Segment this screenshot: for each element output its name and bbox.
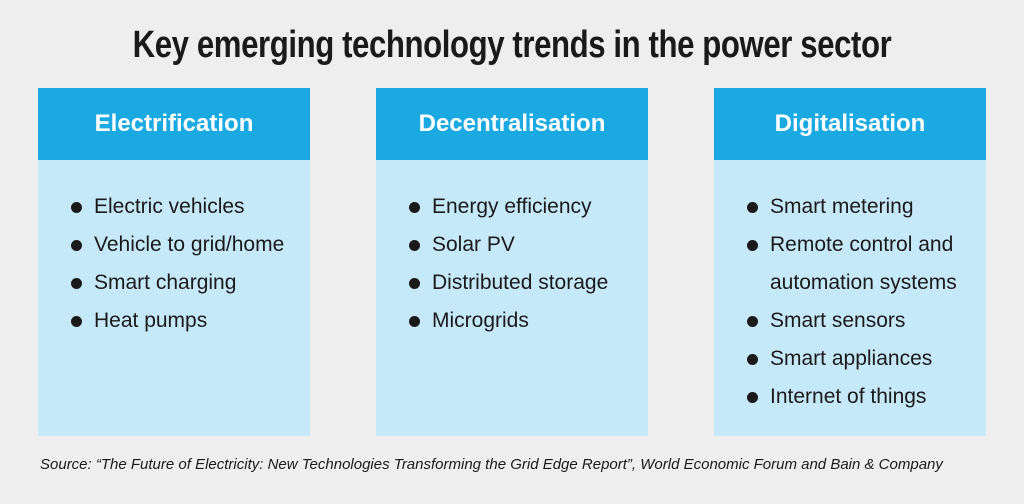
column-heading: Decentralisation	[376, 88, 648, 160]
column: Electrification Electric vehicles Vehicle …	[38, 88, 310, 436]
list-item: Vehicle to grid/home	[71, 226, 290, 264]
source: Source: “The Future of Electricity: New …	[40, 456, 943, 473]
item-list: Energy efficiency Solar PV Distributed sto…	[376, 160, 648, 340]
title: Key emerging technology trends in the po…	[132, 24, 892, 66]
item-list: Smart metering Remote control and automat…	[714, 160, 986, 416]
column-heading: Electrification	[38, 88, 310, 160]
list-item: Smart sensors	[747, 302, 966, 340]
list-item: Energy efficiency	[409, 188, 628, 226]
list-item: Internet of things	[747, 378, 966, 416]
column: Decentralisation Energy efficiency Solar P…	[376, 88, 648, 436]
list-item: Smart charging	[71, 264, 290, 302]
list-item: Microgrids	[409, 302, 628, 340]
list-item: Solar PV	[409, 226, 628, 264]
list-item: Remote control and automation systems	[747, 226, 966, 302]
item-list: Electric vehicles Vehicle to grid/home Sma…	[38, 160, 310, 340]
list-item: Heat pumps	[71, 302, 290, 340]
list-item: Smart metering	[747, 188, 966, 226]
list-item: Electric vehicles	[71, 188, 290, 226]
list-item: Distributed storage	[409, 264, 628, 302]
list-item: Smart appliances	[747, 340, 966, 378]
column: Digitalisation Smart metering Remote contr…	[714, 88, 986, 436]
column-heading: Digitalisation	[714, 88, 986, 160]
